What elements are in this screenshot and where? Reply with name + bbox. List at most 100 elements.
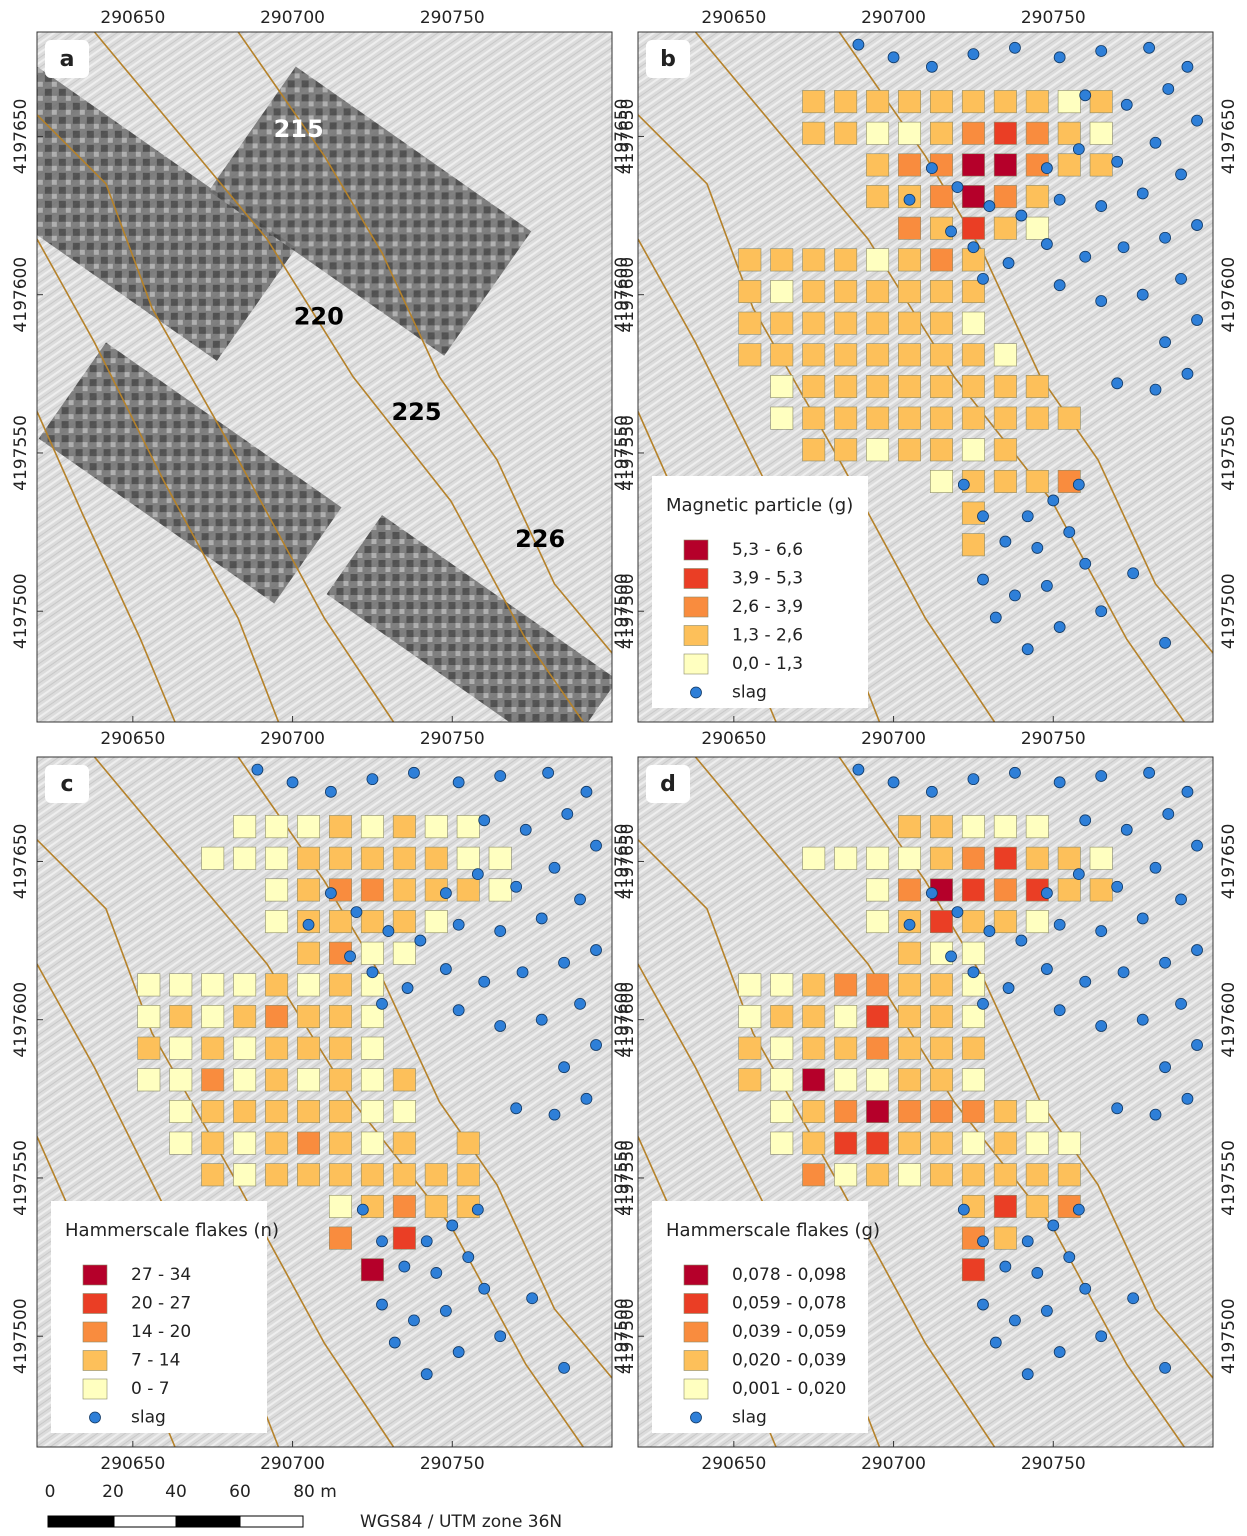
grid-cell xyxy=(1026,1132,1048,1154)
slag-point xyxy=(978,998,989,1009)
grid-cell xyxy=(898,217,920,239)
slag-point xyxy=(1054,622,1065,633)
grid-cell xyxy=(866,280,888,302)
map-panel: 215220225226a290650290650290700290700290… xyxy=(0,8,638,759)
slag-point xyxy=(1137,188,1148,199)
grid-cell xyxy=(265,1037,287,1059)
slag-point xyxy=(1073,479,1084,490)
grid-cell xyxy=(898,407,920,429)
grid-cell xyxy=(994,1227,1016,1249)
slag-point xyxy=(1192,1040,1203,1051)
grid-cell xyxy=(1026,90,1048,112)
grid-cell xyxy=(265,1132,287,1154)
slag-point xyxy=(479,1283,490,1294)
slag-point xyxy=(904,194,915,205)
grid-cell xyxy=(866,439,888,461)
slag-point xyxy=(581,1093,592,1104)
grid-cell xyxy=(297,1164,319,1186)
grid-cell xyxy=(202,1069,224,1091)
grid-cell xyxy=(803,1069,825,1091)
slag-point xyxy=(1176,169,1187,180)
y-tick-label: 4197500 xyxy=(11,1298,31,1374)
legend-title: Hammerscale flakes (n) xyxy=(65,1220,279,1241)
grid-cell xyxy=(771,1037,793,1059)
slag-point xyxy=(440,888,451,899)
slag-point xyxy=(575,894,586,905)
grid-cell xyxy=(233,815,255,837)
slag-point xyxy=(408,767,419,778)
grid-cell xyxy=(265,910,287,932)
grid-cell xyxy=(329,1069,351,1091)
grid-cell xyxy=(297,1132,319,1154)
grid-cell xyxy=(138,1005,160,1027)
legend-title: Hammerscale flakes (g) xyxy=(666,1220,880,1241)
slag-point xyxy=(252,764,263,775)
slag-point xyxy=(517,967,528,978)
grid-cell xyxy=(425,1164,447,1186)
slag-point xyxy=(581,786,592,797)
grid-cell xyxy=(898,439,920,461)
legend-label: 0,039 - 0,059 xyxy=(732,1322,846,1342)
grid-cell xyxy=(930,1100,952,1122)
slag-point xyxy=(1192,115,1203,126)
slag-point xyxy=(1096,606,1107,617)
slag-point xyxy=(952,182,963,193)
y-tick-label: 4197500 xyxy=(1219,573,1239,649)
slag-point xyxy=(453,777,464,788)
grid-cell xyxy=(898,942,920,964)
grid-cell xyxy=(866,1100,888,1122)
slag-point xyxy=(1192,220,1203,231)
map-panel: Hammerscale flakes (n)27 - 3420 - 2714 -… xyxy=(11,757,638,1474)
grid-cell xyxy=(361,1100,383,1122)
grid-cell xyxy=(962,1069,984,1091)
grid-cell xyxy=(457,1164,479,1186)
y-tick-label: 4197500 xyxy=(612,1298,632,1374)
legend-label: 1,3 - 2,6 xyxy=(732,626,803,646)
grid-cell xyxy=(994,375,1016,397)
grid-cell xyxy=(962,185,984,207)
grid-cell xyxy=(930,1069,952,1091)
grid-cell xyxy=(898,249,920,271)
slag-point xyxy=(1118,242,1129,253)
grid-cell xyxy=(329,1005,351,1027)
y-tick-label: 4197600 xyxy=(11,982,31,1058)
grid-cell xyxy=(803,1005,825,1027)
slag-point xyxy=(1022,511,1033,522)
slag-point xyxy=(453,1347,464,1358)
slag-point xyxy=(1080,558,1091,569)
grid-cell xyxy=(834,1132,856,1154)
grid-cell xyxy=(962,910,984,932)
grid-cell xyxy=(1026,185,1048,207)
grid-cell xyxy=(803,280,825,302)
y-tick-label: 4197650 xyxy=(11,824,31,900)
y-tick-label: 4197650 xyxy=(11,99,31,175)
grid-cell xyxy=(994,407,1016,429)
grid-cell xyxy=(898,974,920,996)
legend-label: 0,0 - 1,3 xyxy=(732,654,803,674)
grid-cell xyxy=(930,1005,952,1027)
grid-cell xyxy=(265,1005,287,1027)
grid-cell xyxy=(138,1069,160,1091)
grid-cell xyxy=(803,1037,825,1059)
grid-cell xyxy=(425,847,447,869)
x-tick-label: 290750 xyxy=(420,8,485,28)
grid-cell xyxy=(329,974,351,996)
slag-point xyxy=(990,612,1001,623)
grid-cell xyxy=(393,1164,415,1186)
grid-cell xyxy=(361,1132,383,1154)
legend-swatch xyxy=(684,1351,708,1371)
grid-cell xyxy=(297,1005,319,1027)
slag-point xyxy=(904,919,915,930)
slag-point xyxy=(1064,527,1075,538)
grid-cell xyxy=(834,375,856,397)
y-tick-label: 4197650 xyxy=(1219,99,1239,175)
grid-cell xyxy=(962,217,984,239)
legend-swatch xyxy=(83,1351,107,1371)
slag-point xyxy=(978,1299,989,1310)
grid-cell xyxy=(361,847,383,869)
grid-cell xyxy=(170,1005,192,1027)
slag-point xyxy=(1144,767,1155,778)
slag-point xyxy=(536,1014,547,1025)
grid-cell xyxy=(962,534,984,556)
slag-point xyxy=(1096,201,1107,212)
